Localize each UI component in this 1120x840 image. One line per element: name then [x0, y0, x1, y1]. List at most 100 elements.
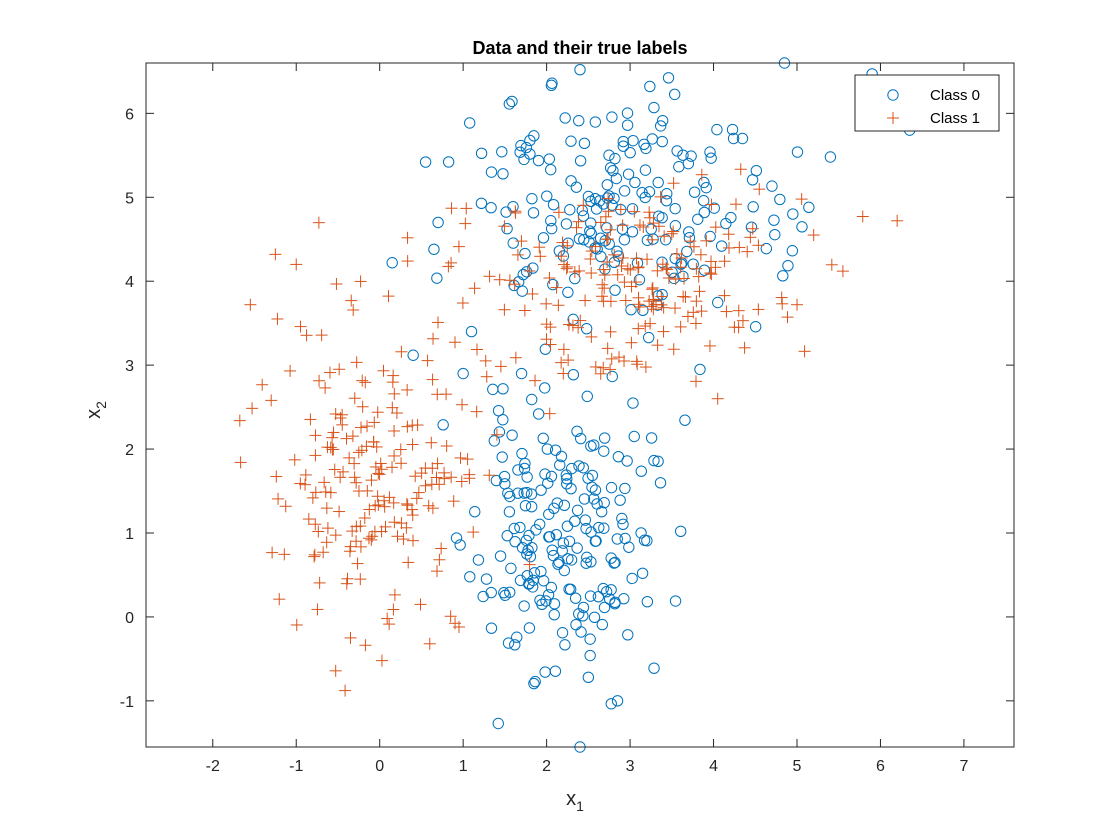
data-point-class-1	[419, 479, 432, 492]
data-point-class-0	[557, 537, 570, 549]
data-point-class-0	[571, 425, 583, 438]
data-point-class-0	[705, 152, 717, 164]
data-point-class-0	[681, 245, 693, 258]
data-point-class-0	[608, 557, 620, 569]
data-point-class-0	[677, 149, 689, 161]
data-point-class-0	[704, 146, 716, 158]
data-point-class-1	[572, 321, 585, 334]
data-point-class-1	[711, 392, 724, 405]
data-point-class-0	[616, 512, 628, 525]
data-point-class-0	[580, 322, 593, 335]
data-point-class-1	[340, 577, 353, 590]
data-point-class-0	[534, 518, 546, 530]
data-point-class-1	[660, 262, 673, 275]
data-point-class-1	[359, 639, 372, 652]
data-point-class-0	[590, 203, 603, 215]
data-point-class-1	[402, 556, 415, 569]
data-point-class-1	[308, 548, 321, 561]
data-point-class-0	[573, 460, 585, 472]
data-point-class-1	[526, 287, 539, 300]
data-point-class-1	[414, 598, 427, 611]
data-point-class-0	[407, 349, 419, 361]
data-point-class-0	[661, 188, 673, 200]
data-point-class-1	[644, 317, 657, 330]
data-point-class-1	[678, 272, 691, 285]
data-point-class-0	[578, 493, 591, 505]
data-point-class-1	[320, 502, 333, 515]
data-point-class-1	[667, 343, 680, 356]
data-point-class-1	[618, 276, 631, 289]
data-point-class-0	[671, 145, 683, 157]
data-point-class-0	[519, 247, 531, 260]
data-point-class-0	[727, 132, 740, 145]
data-point-class-0	[477, 590, 489, 603]
data-point-class-0	[609, 596, 621, 609]
data-point-class-0	[599, 235, 611, 247]
data-point-class-1	[494, 360, 507, 373]
data-point-class-0	[598, 432, 611, 444]
data-point-class-0	[604, 162, 617, 174]
data-point-class-0	[506, 95, 518, 108]
data-point-class-1	[445, 471, 458, 484]
data-point-class-0	[545, 581, 558, 594]
data-point-class-1	[378, 500, 391, 513]
data-point-class-1	[381, 612, 394, 625]
data-point-class-1	[709, 221, 722, 234]
data-point-class-0	[504, 490, 516, 503]
data-point-class-1	[570, 221, 583, 234]
data-point-class-0	[524, 148, 536, 160]
data-point-class-0	[574, 64, 586, 76]
data-point-class-1	[632, 322, 645, 335]
data-point-class-0	[539, 382, 551, 394]
data-point-class-1	[733, 241, 746, 254]
data-point-class-1	[290, 618, 303, 631]
data-point-class-0	[465, 325, 478, 338]
data-point-class-1	[552, 299, 565, 312]
data-point-class-1	[382, 290, 395, 303]
data-point-class-1	[329, 529, 342, 542]
data-point-class-1	[498, 303, 511, 316]
data-point-class-0	[508, 522, 520, 535]
data-point-class-0	[516, 541, 529, 554]
y-tick-label: 0	[125, 610, 134, 627]
data-point-class-0	[524, 134, 536, 147]
data-point-class-1	[463, 472, 476, 485]
data-point-class-0	[492, 717, 504, 730]
data-point-class-1	[732, 321, 745, 334]
data-point-class-0	[475, 147, 488, 160]
data-point-class-0	[559, 112, 571, 124]
data-point-class-1	[669, 273, 682, 286]
data-point-class-1	[654, 190, 667, 203]
x-tick-label: 3	[626, 758, 635, 775]
data-point-class-0	[542, 589, 555, 601]
data-point-class-0	[472, 554, 485, 566]
data-point-class-0	[635, 465, 647, 477]
data-point-class-0	[685, 150, 697, 162]
data-point-class-0	[622, 629, 634, 641]
plot-area-frame	[145, 62, 1015, 748]
data-point-class-0	[654, 477, 667, 489]
data-point-class-0	[570, 181, 583, 193]
data-point-class-1	[657, 301, 670, 314]
data-point-class-0	[656, 288, 668, 301]
data-point-class-1	[246, 402, 259, 415]
data-point-class-0	[505, 562, 517, 575]
data-point-class-1	[340, 432, 353, 445]
data-point-class-1	[459, 217, 472, 230]
data-point-class-1	[561, 239, 574, 252]
data-point-class-0	[584, 649, 596, 662]
data-point-class-0	[609, 152, 621, 165]
data-point-class-0	[535, 484, 547, 496]
data-point-class-1	[354, 573, 367, 586]
data-point-class-1	[368, 416, 381, 429]
data-point-class-1	[608, 248, 621, 261]
data-point-class-1	[723, 241, 736, 254]
data-point-class-0	[656, 256, 668, 268]
data-point-class-1	[352, 446, 365, 459]
data-point-class-1	[490, 428, 503, 441]
data-point-class-0	[520, 266, 533, 278]
data-point-class-1	[391, 530, 404, 543]
data-point-class-0	[525, 501, 538, 513]
legend: Class 0 Class 1	[854, 74, 1000, 132]
data-point-class-0	[619, 482, 631, 495]
